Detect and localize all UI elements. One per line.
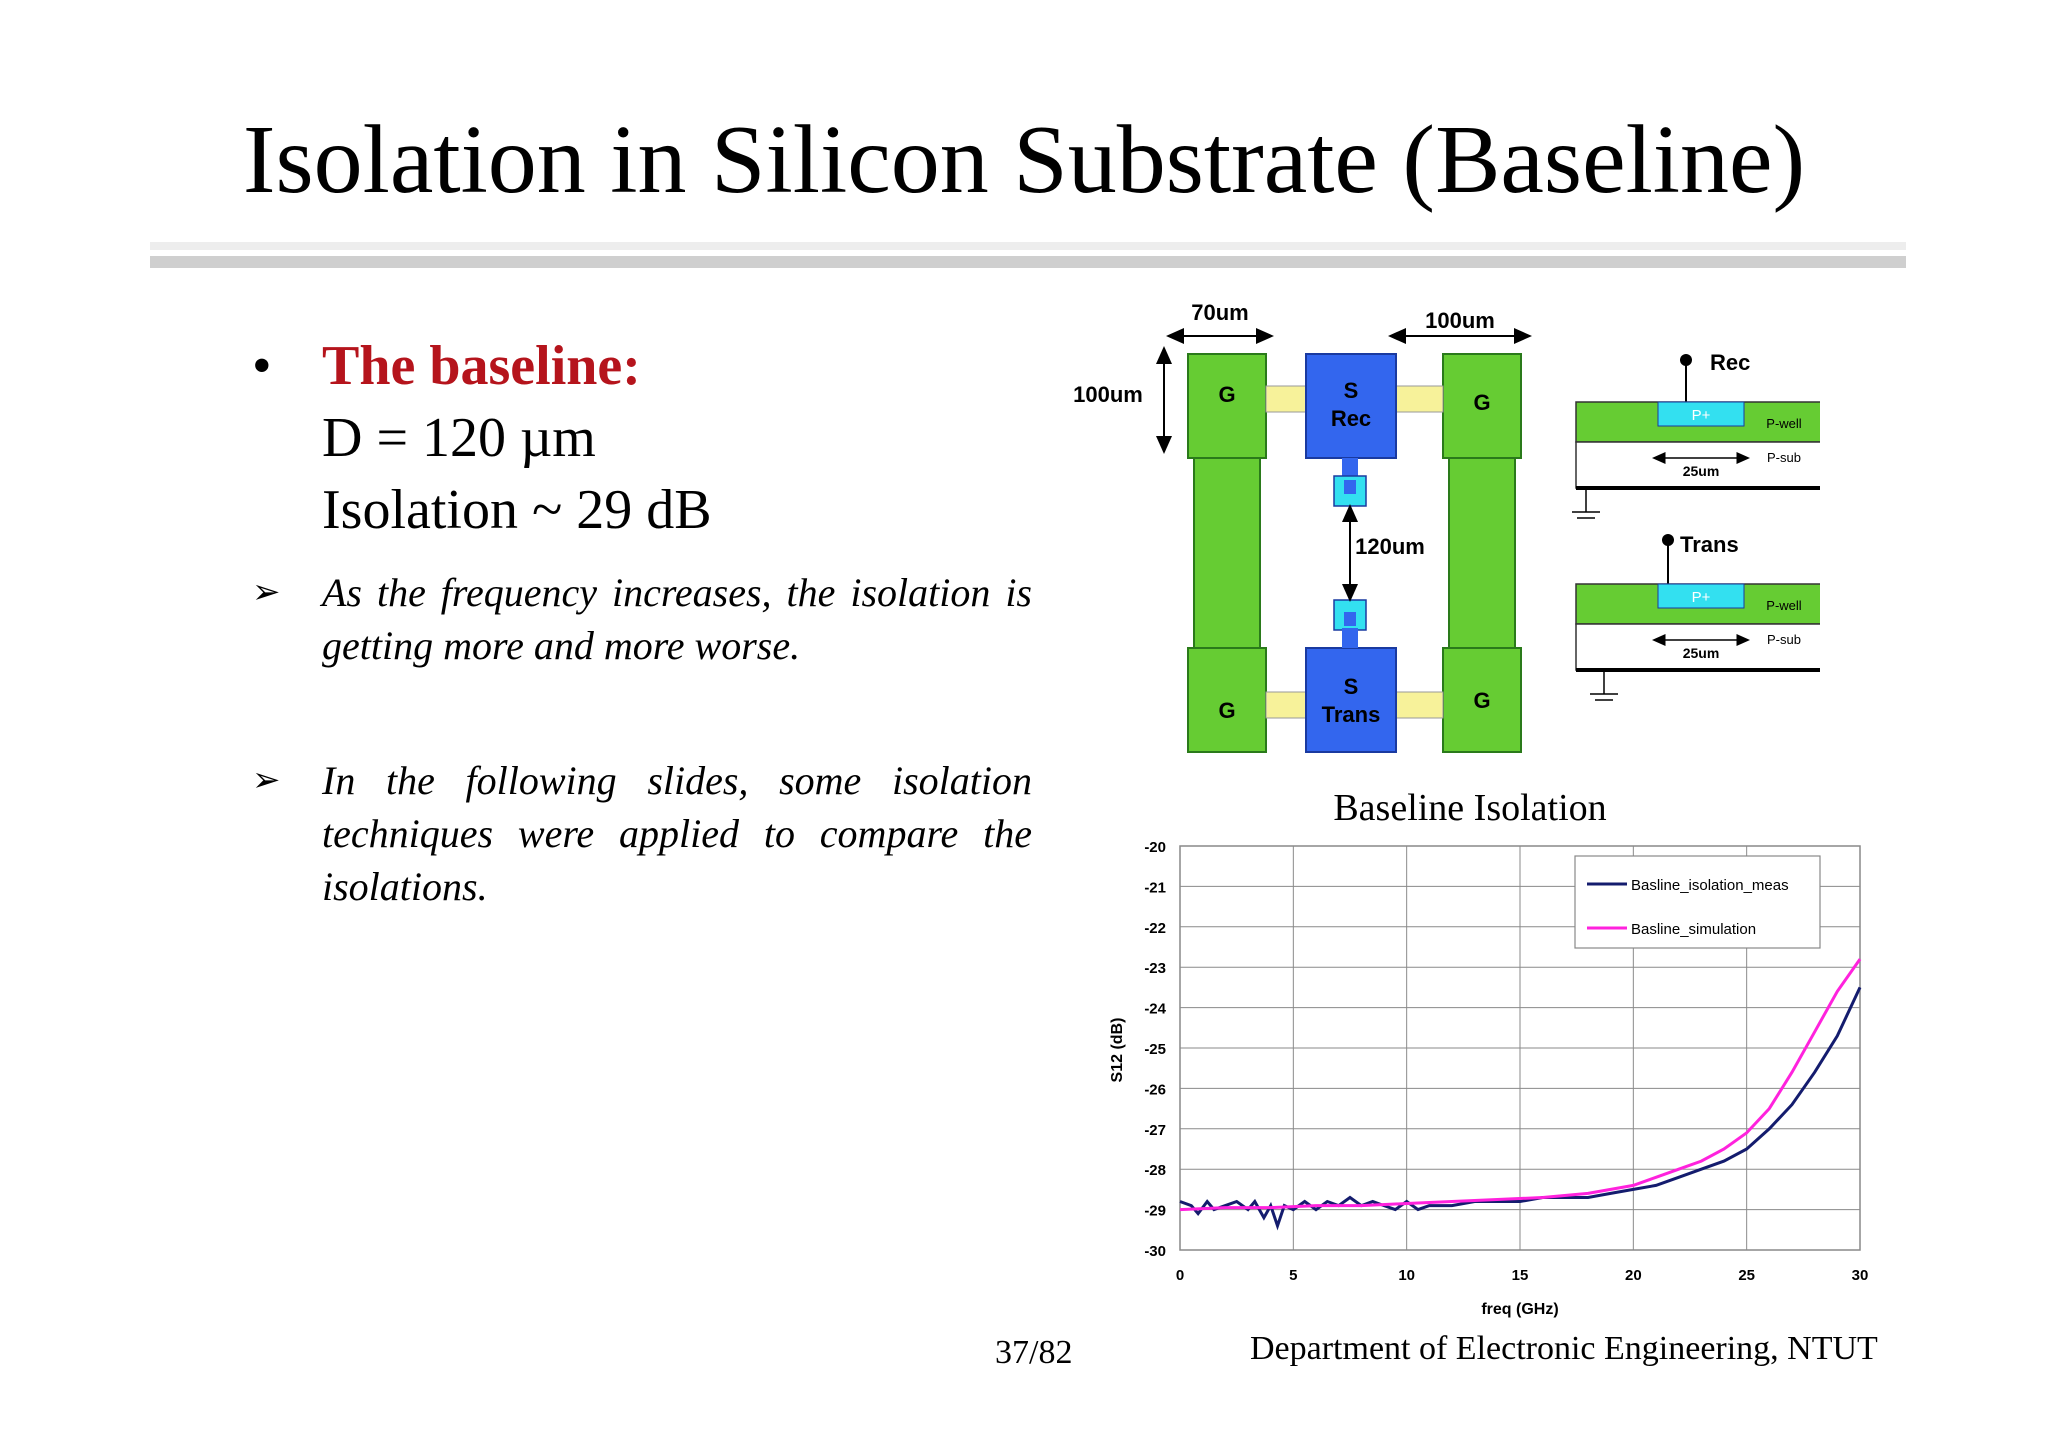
sub-bullet-text: In the following slides, some isolation … — [322, 758, 1032, 909]
pad-layout-diagram: 70um 100um 100um 120um G G G G S Rec S T… — [1073, 300, 1820, 753]
y-tick-label: -22 — [1144, 920, 1166, 937]
bullet-line-isolation: Isolation ~ 29 dB — [322, 479, 712, 541]
y-axis-label: S12 (dB) — [1109, 1018, 1126, 1083]
bridge — [1265, 691, 1307, 719]
isolation-line-chart: -20 -21 -22 -23 -24 -25 -26 -27 -28 -29 -30 0 5 10 15… — [1109, 839, 1869, 1318]
sub-label: P-sub — [1767, 632, 1801, 647]
x-tick-label: 30 — [1852, 1267, 1869, 1284]
bridge — [1265, 385, 1307, 413]
signal-stub — [1342, 628, 1358, 648]
arrow-bullet-icon: ➢ — [252, 574, 281, 611]
sub-label: P-sub — [1767, 450, 1801, 465]
trans-label: Trans — [1322, 702, 1381, 727]
title-rule-light — [150, 242, 1906, 250]
y-tick-label: -27 — [1144, 1122, 1166, 1139]
implant-label: P+ — [1692, 407, 1711, 424]
signal-pad-trans — [1305, 647, 1397, 753]
cross-section-trans: Trans P+ P-well 25um P-sub — [1575, 532, 1820, 701]
y-tick-label: -29 — [1144, 1203, 1166, 1220]
dim-100um-left: 100um — [1073, 382, 1143, 407]
ground-label: G — [1218, 382, 1235, 407]
y-tick-label: -30 — [1144, 1243, 1166, 1260]
arrow-bullet-icon: ➢ — [252, 762, 281, 799]
cross-section-label: Trans — [1680, 532, 1739, 557]
x-axis-label: freq (GHz) — [1481, 1301, 1558, 1318]
x-tick-label: 15 — [1512, 1267, 1529, 1284]
bullet-line-distance: D = 120 µm — [322, 407, 596, 469]
chart-title: Baseline Isolation — [1333, 787, 1607, 829]
width-label: 25um — [1683, 463, 1720, 479]
legend-box — [1574, 855, 1821, 949]
ground-pad-top-right — [1442, 353, 1522, 459]
cross-section-label: Rec — [1710, 350, 1750, 375]
legend-entry: Basline_isolation_meas — [1631, 877, 1789, 894]
x-tick-label: 0 — [1176, 1267, 1184, 1284]
title-rule-dark — [150, 256, 1906, 268]
dim-120um: 120um — [1355, 534, 1425, 559]
x-tick-label: 25 — [1738, 1267, 1755, 1284]
y-tick-label: -23 — [1144, 960, 1166, 977]
y-tick-label: -28 — [1144, 1162, 1166, 1179]
bullet-heading: The baseline: — [322, 335, 641, 397]
series-lines — [1179, 958, 1862, 1231]
page-number: 37/82 — [995, 1334, 1073, 1371]
ground-rail-right — [1448, 457, 1516, 649]
y-tick-label: -26 — [1144, 1081, 1166, 1098]
ground-rail-left — [1193, 457, 1261, 649]
implant-label: P+ — [1692, 589, 1711, 606]
ground-label: G — [1473, 688, 1490, 713]
bridge — [1395, 385, 1444, 413]
y-tick-label: -25 — [1144, 1041, 1166, 1058]
x-tick-label: 5 — [1289, 1267, 1297, 1284]
dim-100um-top: 100um — [1425, 308, 1495, 333]
cross-section-rec: Rec P+ P-well 25um P-sub — [1572, 350, 1820, 519]
width-label: 25um — [1683, 645, 1720, 661]
signal-stub — [1342, 458, 1358, 478]
bridge — [1395, 691, 1444, 719]
x-tick-label: 20 — [1625, 1267, 1642, 1284]
x-tick-label: 10 — [1398, 1267, 1415, 1284]
x-tick-labels: 0 5 10 15 20 25 30 — [1176, 1267, 1869, 1284]
well-label: P-well — [1766, 598, 1802, 613]
y-tick-label: -20 — [1144, 839, 1166, 856]
footer-department: Department of Electronic Engineering, NT… — [1250, 1330, 1878, 1367]
chart-legend: Basline_isolation_meas Basline_simulation — [1574, 855, 1821, 949]
ground-pad-bottom-left — [1187, 647, 1267, 753]
contact — [1344, 612, 1356, 626]
y-tick-label: -21 — [1144, 879, 1166, 896]
contact — [1344, 480, 1356, 494]
y-tick-label: -24 — [1144, 1001, 1166, 1018]
bullet-dot-icon: • — [252, 335, 272, 397]
dim-70um: 70um — [1191, 300, 1248, 325]
signal-label: S — [1344, 378, 1359, 403]
ground-label: G — [1218, 698, 1235, 723]
series-line-simulation — [1179, 958, 1862, 1212]
y-tick-labels: -20 -21 -22 -23 -24 -25 -26 -27 -28 -29 -30 — [1144, 839, 1166, 1260]
ground-pad-bottom-right — [1442, 647, 1522, 753]
signal-label: S — [1344, 674, 1359, 699]
legend-entry: Basline_simulation — [1631, 921, 1756, 938]
sub-bullet-text: As the frequency increases, the isolatio… — [322, 570, 1032, 668]
well-label: P-well — [1766, 416, 1802, 431]
rec-label: Rec — [1331, 406, 1371, 431]
ground-label: G — [1473, 390, 1490, 415]
slide-title: Isolation in Silicon Substrate (Baseline… — [242, 106, 1806, 214]
